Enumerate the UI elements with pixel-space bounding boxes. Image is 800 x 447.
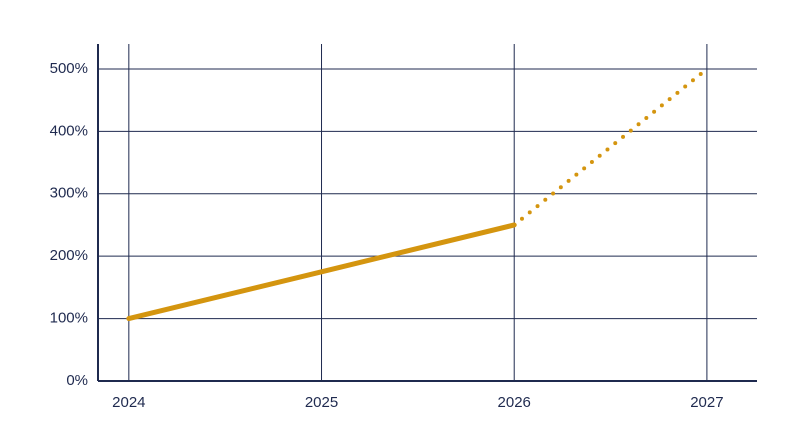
x-tick-label: 2025 [305,394,338,411]
y-tick-label: 500% [50,60,88,77]
x-tick-label: 2024 [112,394,145,411]
data-line [126,222,517,322]
y-tick-label: 300% [50,185,88,202]
y-tick-label: 0% [66,372,88,389]
x-tick-label: 2026 [498,394,531,411]
x-tick-label: 2027 [690,394,723,411]
y-tick-label: 400% [50,122,88,139]
y-tick-label: 100% [50,310,88,327]
y-tick-label: 200% [50,247,88,264]
data-line [512,66,709,227]
